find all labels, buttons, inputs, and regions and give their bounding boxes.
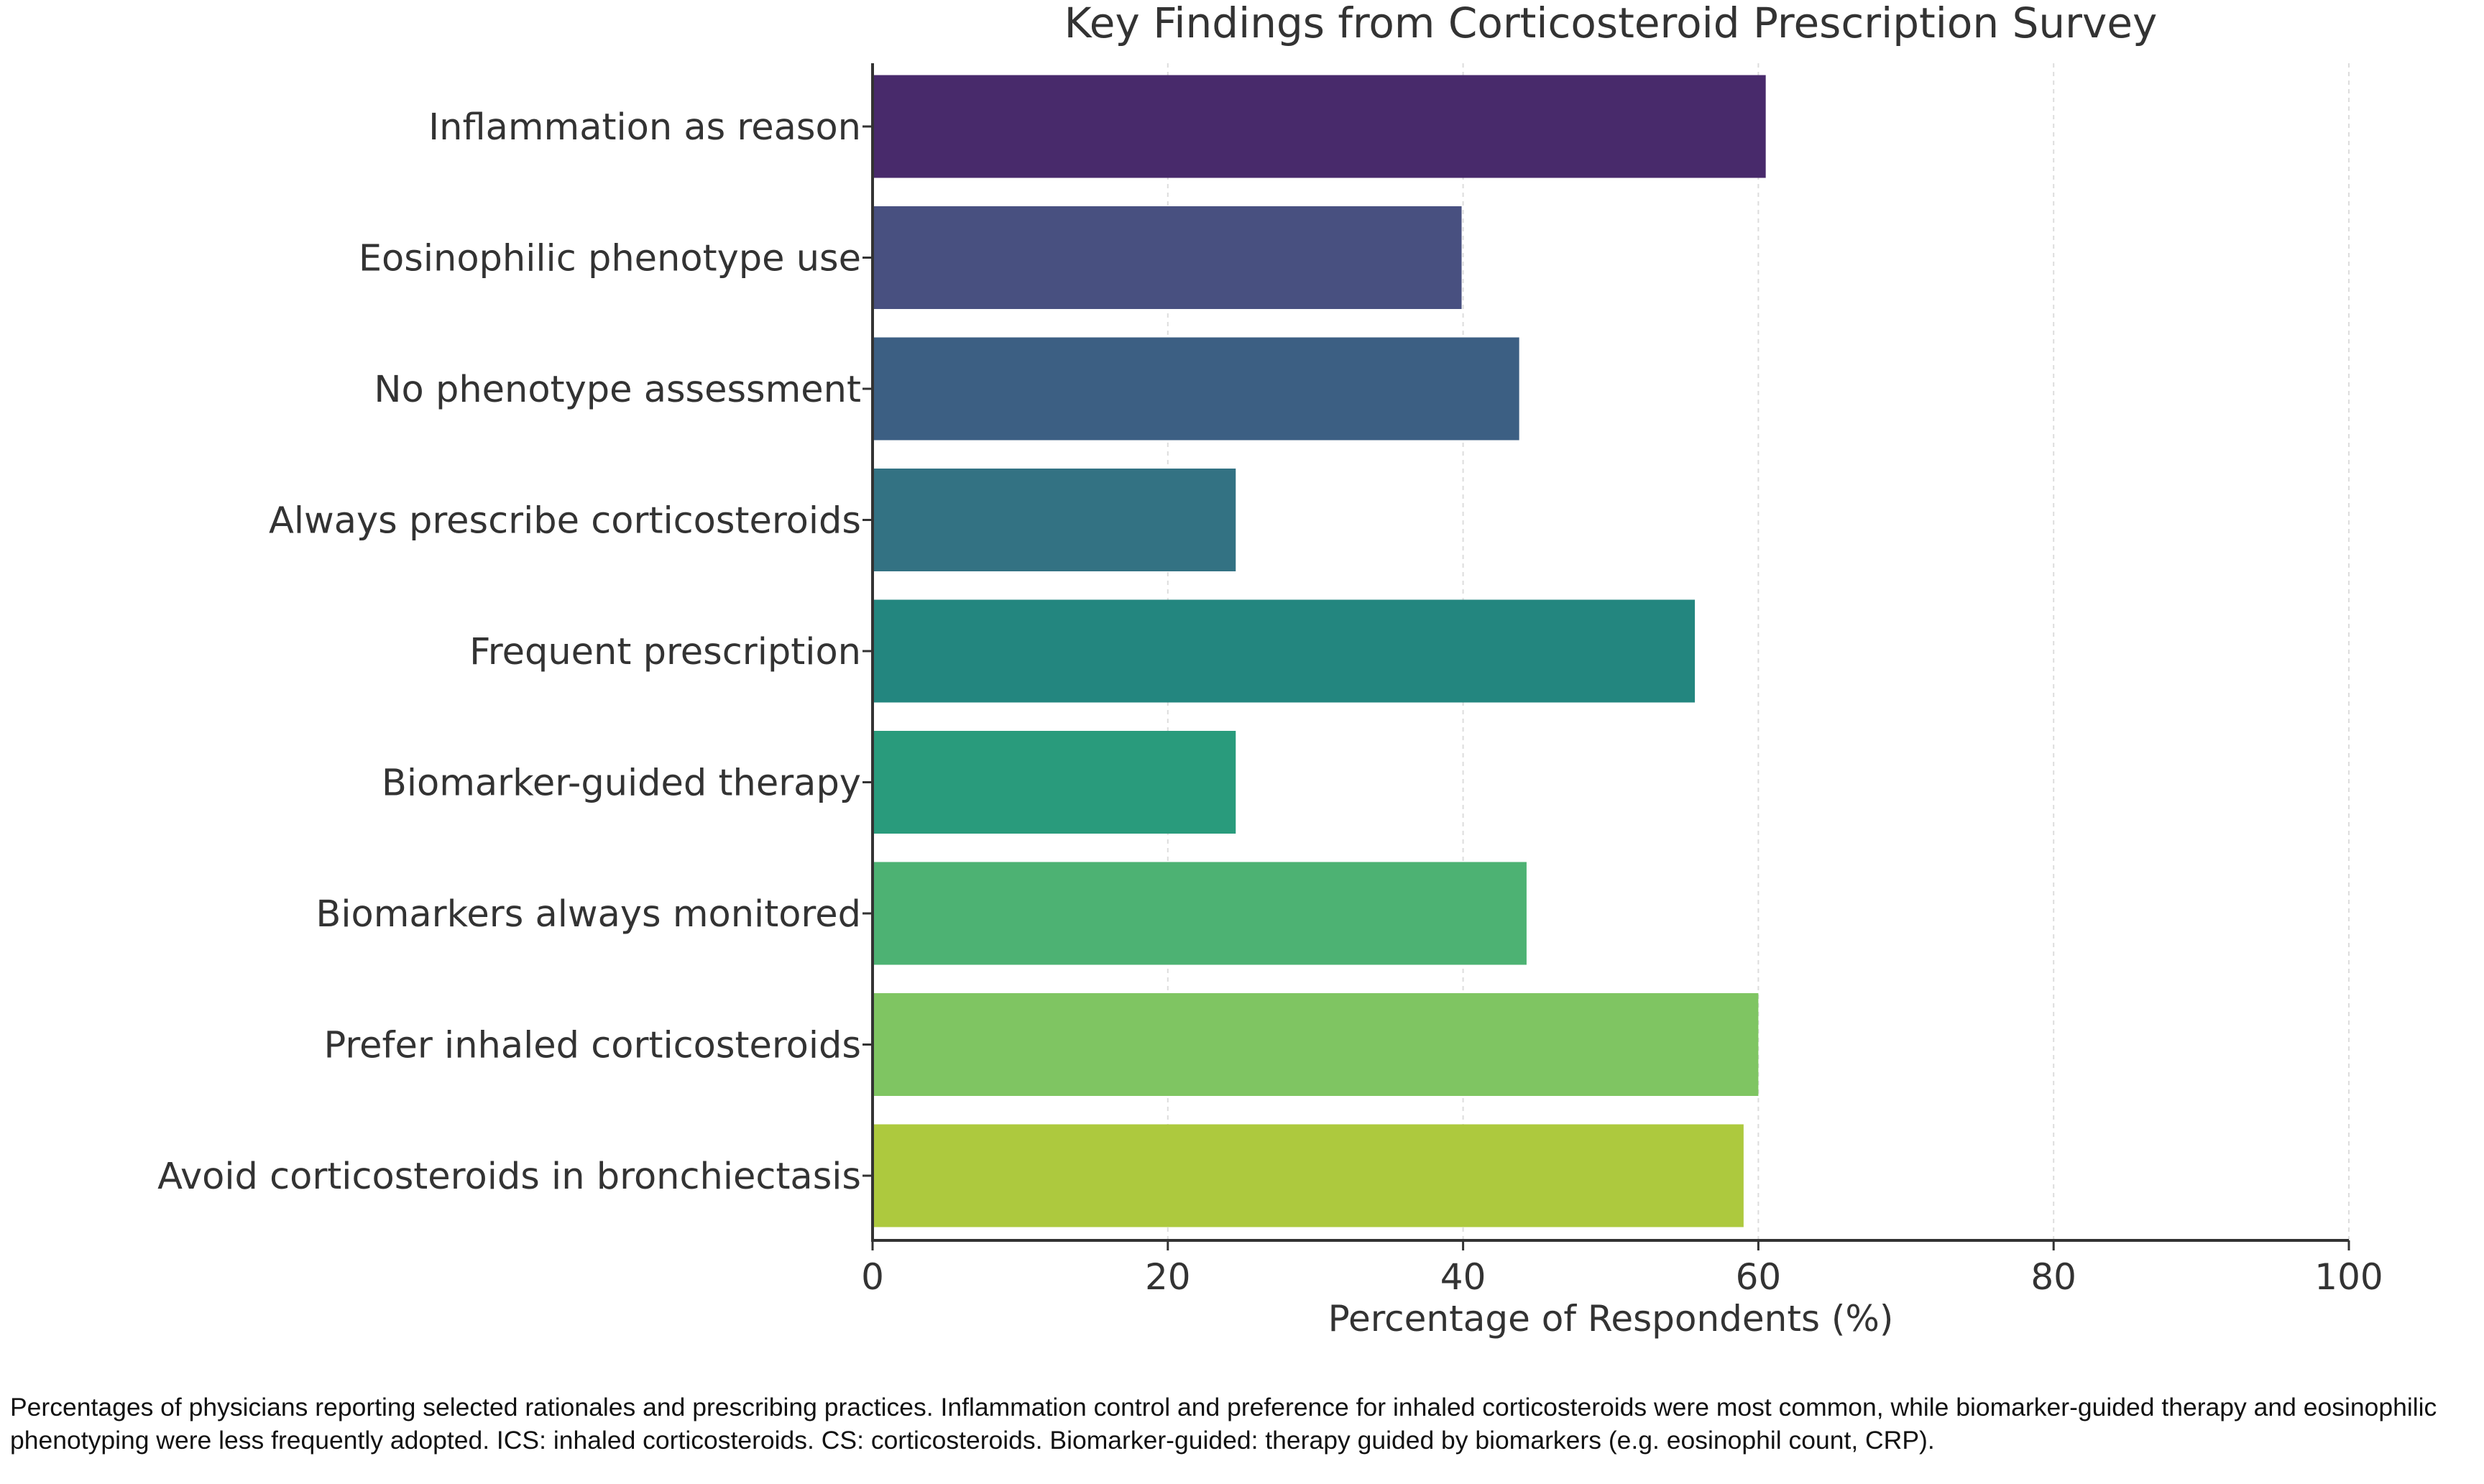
bar xyxy=(874,1124,1744,1227)
bar-chart: Key Findings from Corticosteroid Prescri… xyxy=(157,0,2383,1340)
bar xyxy=(874,75,1766,178)
category-label: Avoid corticosteroids in bronchiectasis xyxy=(157,1156,861,1198)
x-axis-label: Percentage of Respondents (%) xyxy=(1328,1298,1894,1340)
category-label: Eosinophilic phenotype use xyxy=(359,238,861,280)
bar xyxy=(874,337,1519,441)
chart-title: Key Findings from Corticosteroid Prescri… xyxy=(1064,0,2158,47)
figure-caption: Percentages of physicians reporting sele… xyxy=(10,1393,2437,1455)
category-label: Frequent prescription xyxy=(469,631,861,673)
category-label: Biomarkers always monitored xyxy=(316,893,861,936)
category-label: Biomarker-guided therapy xyxy=(382,762,861,805)
bar xyxy=(874,206,1462,309)
x-tick-label: 60 xyxy=(1736,1256,1782,1298)
bar xyxy=(874,599,1696,703)
category-label: Prefer inhaled corticosteroids xyxy=(323,1025,861,1067)
category-label: Inflammation as reason xyxy=(428,106,861,149)
x-tick-label: 100 xyxy=(2314,1256,2383,1298)
bar xyxy=(874,993,1759,1096)
bar xyxy=(874,469,1236,571)
bar xyxy=(874,731,1236,834)
x-tick-label: 40 xyxy=(1440,1256,1486,1298)
x-tick-label: 20 xyxy=(1145,1256,1191,1298)
bar xyxy=(874,862,1527,965)
category-label: No phenotype assessment xyxy=(374,369,861,411)
category-label: Always prescribe corticosteroids xyxy=(269,500,861,543)
x-tick-label: 0 xyxy=(861,1256,884,1298)
x-tick-label: 80 xyxy=(2030,1256,2076,1298)
